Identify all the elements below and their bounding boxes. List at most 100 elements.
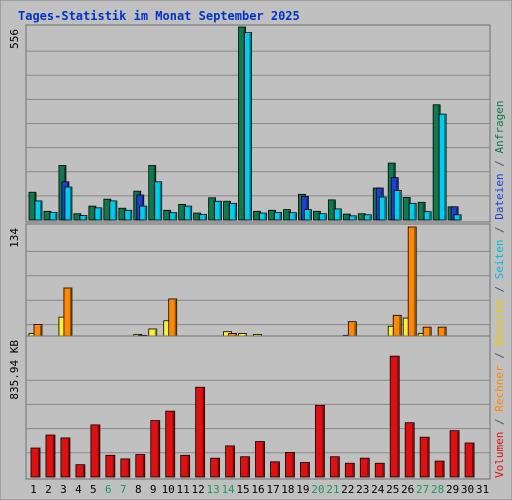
x-tick-label-day-25: 25 [386, 483, 399, 496]
bar-volumen-day-20 [314, 404, 325, 478]
bar-seiten-day-29 [453, 214, 462, 221]
x-tick-label-day-6: 6 [105, 483, 112, 496]
bar-volumen-day-22 [344, 462, 355, 478]
right-legend: Volumen / Rechner / Besuche / Seiten / D… [493, 100, 506, 478]
bar-seiten-day-9 [154, 181, 163, 221]
x-tick-label-day-12: 12 [192, 483, 205, 496]
bar-seiten-day-16 [259, 212, 267, 221]
x-tick-label-day-5: 5 [90, 483, 97, 496]
legend-item-6: Seiten [493, 240, 506, 286]
bar-volumen-day-11 [180, 454, 191, 478]
bar-volumen-day-21 [329, 456, 340, 478]
x-tick-label-day-11: 11 [177, 483, 190, 496]
x-tick-label-day-23: 23 [356, 483, 369, 496]
x-tick-label-day-27: 27 [416, 483, 429, 496]
bar-seiten-day-2 [49, 211, 58, 221]
x-tick-label-day-8: 8 [135, 483, 142, 496]
legend-item-9: / [493, 160, 506, 173]
x-tick-label-day-30: 30 [461, 483, 474, 496]
bar-volumen-day-17 [270, 461, 280, 478]
bar-volumen-day-1 [30, 447, 41, 478]
chart-panels: 556 134 835.94 KB [8, 24, 491, 480]
x-axis-labels: 1 2 3 4 5 6 7 8 9 10 11 12 13 14 15 16 17 18 19 20 21 22 23 24 2… [30, 483, 489, 496]
bar-seiten-day-14 [229, 202, 237, 221]
x-tick-label-day-22: 22 [341, 483, 354, 496]
bar-seiten-day-1 [34, 200, 43, 221]
x-tick-label-day-15: 15 [236, 483, 249, 496]
bar-volumen-day-24 [374, 462, 385, 478]
bar-seiten-day-18 [289, 212, 297, 221]
bar-volumen-day-16 [255, 441, 265, 478]
x-tick-label-day-13: 13 [206, 483, 219, 496]
x-tick-label-day-16: 16 [251, 483, 264, 496]
x-tick-label-day-21: 21 [326, 483, 339, 496]
x-tick-label-day-18: 18 [281, 483, 294, 496]
x-tick-label-day-26: 26 [401, 483, 414, 496]
x-tick-label-day-17: 17 [266, 483, 279, 496]
x-tick-label-day-3: 3 [60, 483, 67, 496]
panel-visits: 134 [8, 223, 491, 352]
legend-item-3: / [493, 352, 506, 365]
bar-seiten-day-3 [64, 186, 73, 221]
bar-volumen-day-19 [300, 462, 310, 478]
bar-seiten-day-23 [363, 214, 372, 221]
bar-seiten-day-11 [184, 205, 193, 221]
panel-max-label: 556 [8, 29, 21, 49]
bar-seiten-day-28 [438, 113, 447, 221]
x-tick-label-day-20: 20 [311, 483, 324, 496]
x-tick-label-day-28: 28 [431, 483, 444, 496]
x-tick-label-day-19: 19 [296, 483, 309, 496]
legend-item-5: / [493, 286, 506, 299]
bar-volumen-day-13 [210, 457, 221, 478]
bar-volumen-day-18 [285, 451, 295, 478]
bar-volumen-day-29 [449, 430, 460, 478]
bar-volumen-day-26 [404, 422, 415, 478]
bar-seiten-day-20 [318, 213, 327, 221]
bar-seiten-day-6 [109, 200, 118, 221]
bar-volumen-day-3 [60, 437, 71, 478]
bar-seiten-day-8 [139, 205, 148, 221]
bar-volumen-day-10 [165, 410, 176, 478]
bar-seiten-day-19 [304, 209, 312, 221]
x-tick-label-day-7: 7 [120, 483, 127, 496]
x-tick-label-day-24: 24 [371, 483, 385, 496]
panel-max-label: 134 [8, 228, 21, 248]
legend-item-0: Volumen [493, 432, 506, 478]
bar-seiten-day-4 [79, 215, 88, 221]
x-tick-label-day-31: 31 [476, 483, 489, 496]
bar-volumen-day-6 [105, 454, 116, 478]
bar-seiten-day-24 [378, 196, 387, 221]
bar-volumen-day-12 [195, 386, 206, 478]
legend-item-2: Rechner [493, 365, 506, 418]
bar-volumen-day-23 [359, 457, 370, 478]
x-tick-label-day-2: 2 [45, 483, 52, 496]
bar-seiten-day-21 [333, 208, 342, 221]
bar-seiten-day-5 [94, 207, 103, 221]
x-tick-label-day-10: 10 [162, 483, 175, 496]
x-tick-label-day-14: 14 [221, 483, 235, 496]
bar-seiten-day-17 [274, 211, 282, 221]
bar-volumen-day-4 [75, 464, 86, 478]
bar-volumen-day-28 [434, 460, 445, 478]
chart-title: Tages-Statistik im Monat September 2025 [18, 9, 300, 23]
bar-volumen-day-9 [150, 420, 161, 478]
legend-text: Volumen / Rechner / Besuche / Seiten / D… [493, 100, 506, 478]
legend-item-10: Anfragen [493, 100, 506, 160]
bar-volumen-day-7 [120, 458, 131, 478]
x-tick-label-day-4: 4 [75, 483, 82, 496]
legend-item-8: Dateien [493, 173, 506, 226]
bar-seiten-day-12 [199, 214, 208, 221]
bar-seiten-day-25 [393, 190, 402, 221]
bar-volumen-day-27 [419, 436, 430, 478]
bar-volumen-day-15 [240, 456, 250, 478]
bar-seiten-day-22 [348, 215, 357, 221]
panel-requests: 556 [8, 24, 491, 223]
bar-volumen-day-2 [45, 434, 56, 478]
bar-seiten-day-15 [244, 32, 252, 221]
panel-max-label: 835.94 KB [8, 340, 21, 400]
x-tick-label-day-1: 1 [30, 483, 37, 496]
panel-frame [25, 223, 491, 352]
x-tick-label-day-9: 9 [150, 483, 157, 496]
